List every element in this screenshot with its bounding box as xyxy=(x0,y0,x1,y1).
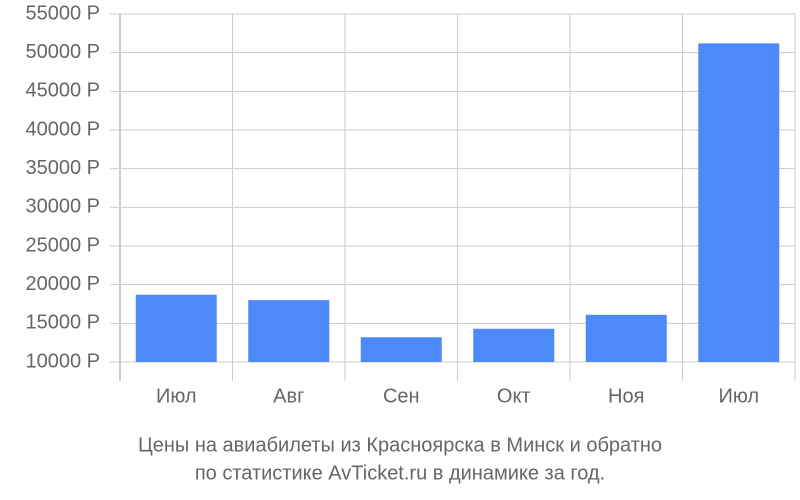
y-tick-label: 20000 Р xyxy=(25,273,100,295)
x-tick-label: Июл xyxy=(718,385,759,407)
bar xyxy=(473,328,555,362)
y-tick-label: 30000 Р xyxy=(25,196,100,218)
bar xyxy=(698,43,780,363)
chart-title: Цены на авиабилеты из Красноярска в Минс… xyxy=(138,434,662,456)
x-tick-label: Сен xyxy=(383,385,420,407)
y-tick-label: 35000 Р xyxy=(25,157,100,179)
y-tick-label: 55000 Р xyxy=(25,2,100,24)
bar xyxy=(585,314,667,362)
x-tick-label: Июл xyxy=(156,385,197,407)
x-tick-label: Окт xyxy=(497,385,531,407)
bar xyxy=(248,300,330,362)
bar xyxy=(135,294,217,362)
x-tick-label: Ноя xyxy=(608,385,644,407)
y-tick-label: 45000 Р xyxy=(25,80,100,102)
y-tick-label: 25000 Р xyxy=(25,234,100,256)
y-tick-label: 40000 Р xyxy=(25,118,100,140)
chart-title: по статистике AvTicket.ru в динамике за … xyxy=(195,462,605,484)
x-tick-label: Авг xyxy=(273,385,304,407)
y-tick-label: 50000 Р xyxy=(25,41,100,63)
y-tick-label: 15000 Р xyxy=(25,312,100,334)
bar xyxy=(360,337,442,362)
y-tick-label: 10000 Р xyxy=(25,350,100,372)
